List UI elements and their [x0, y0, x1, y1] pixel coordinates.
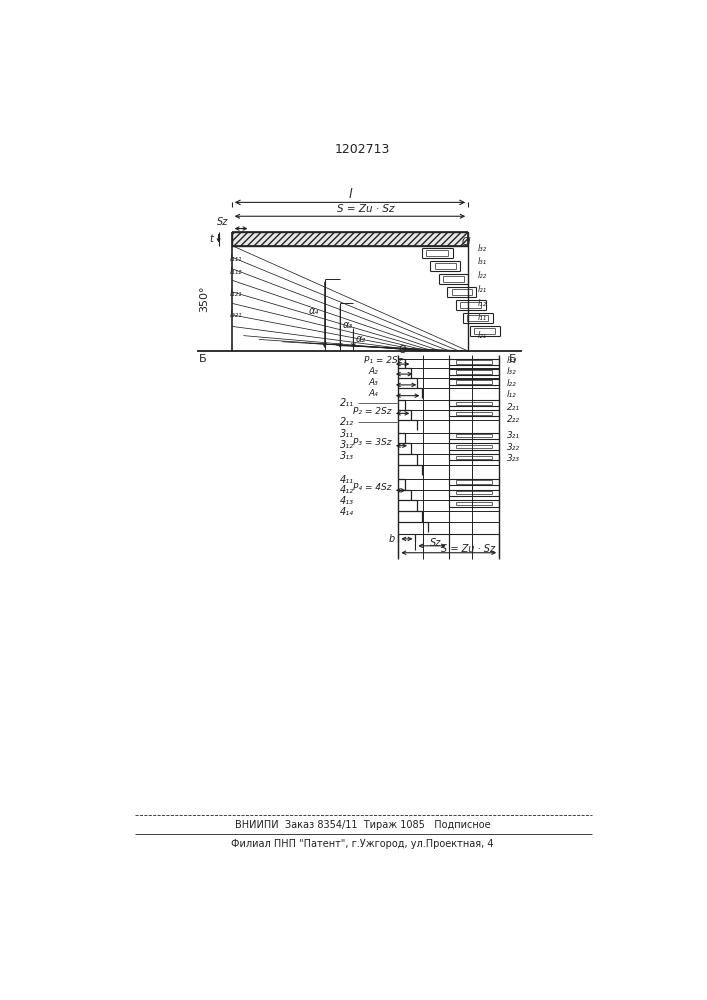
Text: A₃: A₃: [369, 378, 379, 387]
Text: 4₁₂: 4₁₂: [340, 485, 354, 495]
Text: l₂₂: l₂₂: [477, 271, 486, 280]
Text: l₁₁: l₁₁: [477, 313, 486, 322]
Text: 2₁₁: 2₁₁: [340, 398, 354, 408]
Text: 3₂₁: 3₂₁: [507, 431, 520, 440]
Text: l₁₂: l₁₂: [477, 299, 486, 308]
Text: 1202713: 1202713: [335, 143, 390, 156]
Text: t: t: [209, 234, 213, 244]
Text: S = Zu · Sz: S = Zu · Sz: [337, 204, 395, 214]
Text: l₁₁₁: l₁₁₁: [230, 254, 243, 263]
Text: Cl: Cl: [462, 237, 472, 247]
Text: 3₁₂: 3₁₂: [340, 440, 354, 450]
Text: ВНИИПИ  Заказ 8354/11  Тираж 1085   Подписное: ВНИИПИ Заказ 8354/11 Тираж 1085 Подписно…: [235, 820, 491, 830]
Text: Sz: Sz: [431, 538, 442, 548]
Text: l₂₁: l₂₁: [477, 331, 486, 340]
Text: l₃₂: l₃₂: [477, 244, 486, 253]
Text: l₁₂: l₁₂: [507, 390, 517, 399]
Text: 350°: 350°: [199, 285, 209, 312]
Text: l₂₂₁: l₂₂₁: [230, 310, 243, 319]
Text: 3₂₂: 3₂₂: [507, 443, 520, 452]
Text: 3₁₃: 3₁₃: [340, 451, 354, 461]
Text: P₂ = 2Sz: P₂ = 2Sz: [354, 407, 392, 416]
Text: A₂: A₂: [369, 367, 379, 376]
Text: 2₂₂: 2₂₂: [507, 415, 520, 424]
Text: 4₁₁: 4₁₁: [340, 475, 354, 485]
Text: Б: Б: [508, 354, 516, 364]
Text: 4₁₃: 4₁₃: [340, 496, 354, 506]
Text: l₂₁: l₂₁: [477, 285, 486, 294]
Text: l: l: [348, 188, 351, 201]
Text: α₂: α₂: [356, 334, 366, 344]
Text: l₁₁₂: l₁₁₂: [230, 267, 243, 276]
Text: Б: Б: [199, 354, 207, 364]
Text: α₄: α₄: [308, 306, 319, 316]
Text: A₄: A₄: [369, 389, 379, 398]
Text: l₃₂: l₃₂: [507, 367, 517, 376]
Bar: [232, 232, 468, 246]
Text: α₃: α₃: [343, 320, 353, 330]
Text: 4₁₄: 4₁₄: [340, 507, 354, 517]
Text: S = Zu · Sz: S = Zu · Sz: [441, 544, 495, 554]
Text: l₃₁: l₃₁: [507, 356, 517, 365]
Text: l₃₁: l₃₁: [477, 257, 486, 266]
Text: Sz: Sz: [217, 217, 228, 227]
Text: 2₂₁: 2₂₁: [507, 403, 520, 412]
Text: P₃ = 3Sz: P₃ = 3Sz: [354, 438, 392, 447]
Text: b: b: [388, 534, 395, 544]
Text: l₁₂₁: l₁₂₁: [230, 289, 243, 298]
Text: 3₂₃: 3₂₃: [507, 454, 520, 463]
Text: P₁ = 2Sz: P₁ = 2Sz: [363, 356, 402, 365]
Text: Филиал ПНП "Патент", г.Ужгород, ул.Проектная, 4: Филиал ПНП "Патент", г.Ужгород, ул.Проек…: [231, 839, 494, 849]
Text: 2₁₂: 2₁₂: [340, 417, 354, 427]
Text: O: O: [399, 345, 406, 355]
Text: 3₁₁: 3₁₁: [340, 429, 354, 439]
Text: l₂₂: l₂₂: [507, 379, 517, 388]
Text: P₄ = 4Sz: P₄ = 4Sz: [354, 483, 392, 492]
